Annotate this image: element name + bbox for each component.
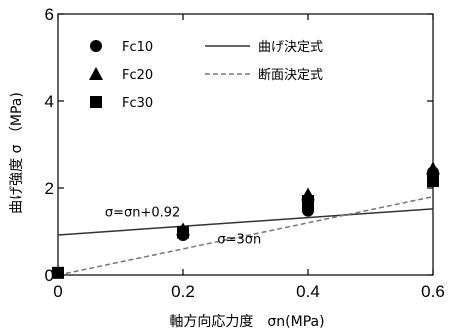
legend-label-fc10: Fc10 bbox=[122, 40, 153, 55]
x-axis-title: 軸方向応力度 σn(MPa) bbox=[169, 314, 324, 330]
y-tick-label: 2 bbox=[45, 179, 54, 198]
legend-marker-fc10 bbox=[90, 40, 102, 52]
legend-marker-fc20 bbox=[89, 67, 103, 80]
plot-frame bbox=[57, 13, 434, 276]
x-tick-label: 0 bbox=[53, 282, 62, 301]
axes bbox=[57, 13, 434, 276]
ticks: 0 0.2 0.4 0.6 0 2 4 6 bbox=[45, 5, 445, 301]
fit-line-1 bbox=[57, 208, 434, 236]
data-point-fc30 bbox=[302, 195, 314, 208]
fit-lines bbox=[57, 195, 434, 276]
data-point-fc20 bbox=[426, 161, 440, 175]
data-point-fc30 bbox=[52, 266, 64, 279]
x-tick-label: 0.4 bbox=[296, 282, 320, 301]
y-tick-label: 6 bbox=[45, 5, 54, 24]
legend-label-fc30: Fc30 bbox=[122, 96, 153, 111]
y-axis-title: 曲げ強度 σ （MPa) bbox=[9, 92, 25, 214]
data-point-fc30 bbox=[427, 172, 439, 185]
data-point-fc30 bbox=[177, 226, 189, 239]
annotation-2: σ=3σn bbox=[217, 233, 261, 248]
x-tick-label: 0.6 bbox=[421, 282, 445, 301]
legend-marker-fc30 bbox=[90, 96, 102, 108]
annotations: σ=σn+0.92 σ=3σn bbox=[105, 205, 261, 247]
legend-label-fc20: Fc20 bbox=[122, 68, 153, 83]
annotation-1: σ=σn+0.92 bbox=[105, 205, 180, 220]
legend-line-label-1: 曲げ決定式 bbox=[258, 40, 323, 55]
y-tick-label: 4 bbox=[45, 92, 54, 111]
y-tick-label: 0 bbox=[45, 266, 54, 285]
x-tick-label: 0.2 bbox=[171, 282, 195, 301]
data-points bbox=[52, 161, 440, 279]
legend-line-label-2: 断面決定式 bbox=[258, 68, 323, 83]
